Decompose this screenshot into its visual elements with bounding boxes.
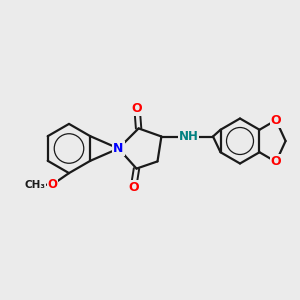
Text: N: N	[113, 142, 124, 155]
Text: O: O	[271, 155, 281, 168]
Text: O: O	[271, 114, 281, 127]
Text: NH: NH	[178, 130, 198, 143]
Text: CH₃: CH₃	[25, 180, 46, 190]
Text: O: O	[47, 178, 58, 191]
Text: O: O	[132, 102, 142, 116]
Text: O: O	[128, 181, 139, 194]
